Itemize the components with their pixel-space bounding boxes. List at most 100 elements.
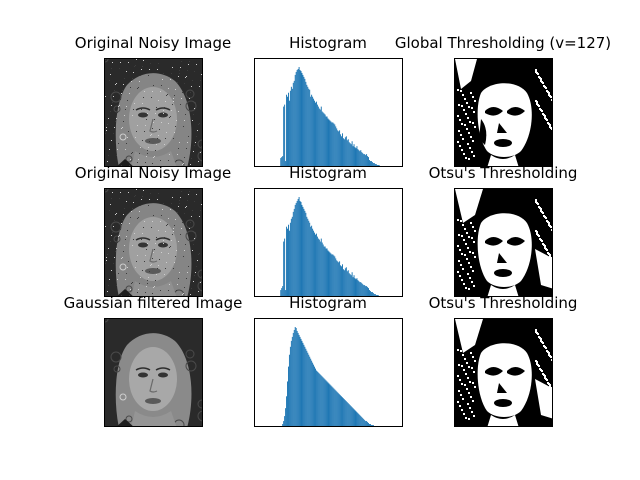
histogram-bar	[315, 101, 317, 166]
histogram-bar	[335, 258, 337, 296]
histogram-bar	[327, 118, 329, 166]
histogram-bar	[302, 342, 304, 426]
row3-thresh-title: Otsu's Thresholding	[428, 294, 578, 312]
histogram-bar	[287, 96, 288, 166]
histogram-bar	[298, 334, 300, 426]
histogram-bar	[304, 346, 306, 426]
histogram-bar	[333, 255, 335, 296]
histogram-bar	[353, 144, 355, 166]
row1-histogram	[254, 58, 403, 167]
histogram-bar	[322, 244, 324, 296]
histogram-bar	[293, 329, 295, 426]
histogram-bar	[342, 264, 343, 296]
histogram-bar	[323, 378, 325, 426]
histogram-bar	[308, 354, 310, 426]
histogram-bar	[365, 286, 367, 296]
histogram-bar	[356, 146, 358, 166]
histogram-bar	[322, 112, 324, 166]
histogram-bar	[313, 230, 315, 296]
histogram-bar	[371, 425, 373, 426]
histogram-bar	[338, 262, 340, 296]
histogram-bar	[284, 416, 286, 426]
histogram-bar	[292, 82, 294, 166]
histogram-bar	[369, 161, 371, 166]
histogram-bar	[284, 104, 286, 166]
histogram-bar	[296, 69, 298, 166]
histogram-bar	[283, 106, 285, 166]
histogram-bar	[287, 228, 288, 296]
histogram-bar	[295, 202, 297, 296]
histogram-bar	[300, 338, 302, 426]
histogram-bar	[361, 417, 363, 426]
histogram-bar	[326, 381, 328, 426]
histogram-bar	[350, 406, 352, 426]
histogram-bar	[315, 102, 316, 166]
histogram-bar	[368, 423, 369, 426]
histogram-bar	[317, 372, 319, 426]
histogram-bar	[340, 134, 342, 166]
histogram-bar	[376, 295, 378, 296]
histogram-bar	[297, 198, 299, 296]
histogram-bar	[339, 261, 341, 296]
histogram-bar	[282, 286, 284, 296]
histogram-bar	[318, 239, 320, 296]
histogram-bar	[357, 280, 359, 296]
histogram-bar	[377, 295, 379, 296]
histogram-bar	[301, 72, 303, 166]
histogram-bar	[354, 410, 356, 426]
histogram-bar	[324, 246, 326, 296]
histogram-bar	[310, 358, 312, 426]
histogram-bar	[350, 144, 352, 166]
histogram-bar	[369, 424, 371, 426]
histogram-bar	[348, 404, 350, 426]
row3-image-title: Gaussian filtered Image	[63, 294, 243, 312]
histogram-bar	[342, 398, 344, 426]
histogram-bar	[328, 251, 330, 296]
histogram-bar	[368, 157, 369, 166]
histogram-bar	[319, 374, 321, 426]
histogram-bar	[356, 278, 358, 296]
histogram-bar	[327, 250, 329, 296]
histogram-bar	[305, 212, 307, 296]
histogram-bar	[307, 218, 309, 296]
histogram-bar	[366, 154, 368, 166]
histogram-bar	[357, 149, 359, 166]
histogram-bar	[287, 381, 288, 426]
histogram-bar	[307, 86, 309, 166]
histogram-bar	[289, 90, 291, 166]
histogram-bar	[296, 200, 298, 296]
row1-thresh-title: Global Thresholding (v=127)	[394, 34, 612, 52]
row2-thresh-title: Otsu's Thresholding	[428, 164, 578, 182]
histogram-bar	[321, 242, 323, 296]
histogram-bar	[306, 350, 308, 426]
histogram-bar	[330, 385, 332, 426]
histogram-bar	[330, 121, 332, 166]
histogram-bar	[376, 165, 378, 166]
histogram-bar	[304, 78, 306, 166]
histogram-bar	[354, 278, 356, 296]
histogram-bar	[368, 288, 369, 296]
histogram-bar	[301, 204, 303, 296]
histogram-bar	[288, 100, 290, 166]
histogram-bar	[316, 236, 318, 296]
histogram-bar	[331, 386, 333, 426]
histogram-bar	[300, 70, 302, 166]
histogram-bar	[285, 161, 287, 166]
histogram-bar	[326, 248, 328, 296]
histogram-bar	[352, 146, 354, 166]
histogram-bar	[323, 113, 325, 166]
histogram-bar	[348, 273, 350, 296]
histogram-bar	[354, 147, 356, 166]
row2-threshold-image	[454, 188, 553, 297]
histogram-bar	[290, 340, 292, 426]
histogram-bar	[343, 399, 345, 426]
histogram-bar	[293, 208, 295, 296]
histogram-bar	[322, 377, 324, 426]
histogram-bar	[333, 388, 335, 426]
histogram-bar	[358, 150, 360, 166]
histogram-bar	[302, 206, 304, 296]
histogram-bar	[318, 373, 320, 426]
histogram-bar	[337, 261, 339, 296]
histogram-bar	[363, 154, 365, 166]
histogram-bar	[285, 290, 287, 296]
